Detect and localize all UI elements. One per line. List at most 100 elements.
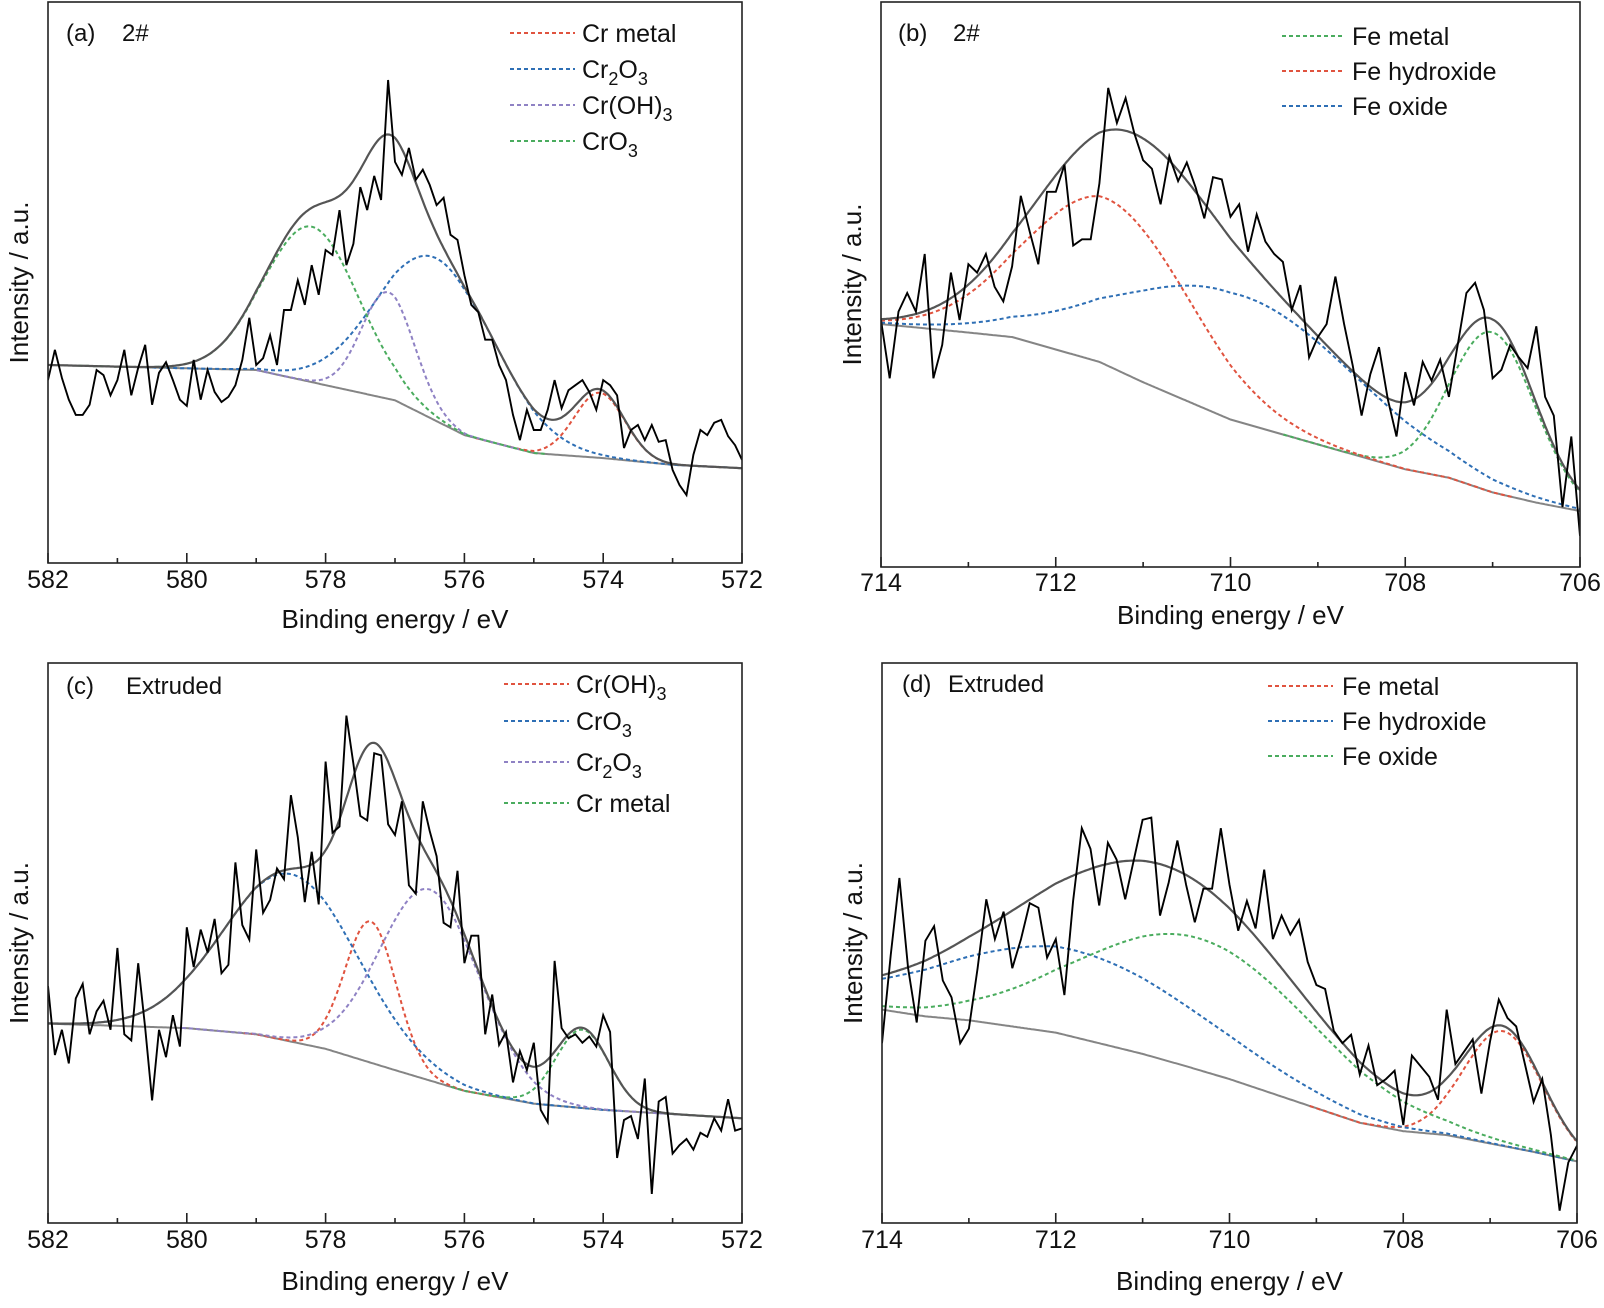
envelope-fit-line: [48, 741, 742, 1120]
x-tick-label: 578: [305, 1226, 347, 1254]
component-curve-fe-hydroxide: [882, 945, 1577, 1163]
legend-item: Cr(OH)3​: [510, 92, 673, 125]
x-axis-label: Binding energy / eV: [1116, 1266, 1344, 1296]
x-tick-label: 714: [861, 1226, 903, 1254]
panel-label: (c): [66, 673, 94, 700]
sample-label: Extruded: [948, 671, 1044, 698]
legend-label: Fe oxide: [1352, 93, 1448, 121]
x-tick-label: 710: [1210, 569, 1252, 597]
x-tick-label: 574: [582, 1226, 624, 1254]
y-axis-label: Intensity / a.u.: [838, 862, 868, 1024]
raw-spectrum-line: [882, 816, 1577, 1211]
plot-area: [48, 715, 742, 1194]
legend-item: Cr2​O3​: [510, 56, 648, 89]
legend: Cr metal Cr2​O3​Cr(OH)3​CrO3​: [510, 20, 676, 161]
legend-item: CrO3​: [510, 128, 638, 161]
plot-area: [882, 816, 1577, 1211]
legend-label: Fe oxide: [1342, 743, 1438, 771]
x-tick-label: 706: [1556, 1226, 1598, 1254]
legend-item: Cr2​O3​: [504, 749, 642, 782]
panel-c: 582 580 578 576 574 572 Binding energy / eV Int…: [4, 662, 763, 1296]
y-axis-label: Intensity / a.u.: [837, 204, 867, 366]
panel-d: 714 712 710 708 706 Binding energy / eV Intens…: [838, 662, 1598, 1296]
component-curve-cr-metal: [475, 391, 723, 469]
legend-label: Fe hydroxide: [1342, 708, 1487, 736]
plot-frame: [881, 662, 1578, 1224]
component-curve-cr-oh-3: [243, 920, 497, 1098]
panel-label: (a): [66, 20, 95, 47]
x-tick-label: 572: [721, 1226, 763, 1254]
legend-label: Cr metal: [576, 790, 670, 818]
legend-label: Cr(OH)3​: [576, 671, 667, 704]
x-tick-label: 580: [166, 566, 208, 594]
sample-label: 2#: [122, 20, 149, 47]
x-tick-label: 710: [1209, 1226, 1251, 1254]
legend-item: Fe oxide: [1282, 93, 1448, 121]
x-axis-label: Binding energy / eV: [1117, 600, 1345, 630]
legend-label: Cr2​O3​: [582, 56, 648, 89]
plot-area: [48, 79, 742, 498]
x-tick-label: 576: [444, 566, 486, 594]
legend-item: Fe hydroxide: [1282, 58, 1497, 86]
raw-spectrum-line: [48, 79, 742, 498]
x-tick-label: 580: [166, 1226, 208, 1254]
sample-label: 2#: [953, 20, 980, 47]
legend-item: Cr(OH)3​: [504, 671, 667, 704]
legend-item: Fe oxide: [1268, 743, 1438, 771]
legend-label: CrO3​: [576, 708, 632, 741]
component-curve-cr2o3: [181, 887, 678, 1116]
legend-item: CrO3​: [504, 708, 632, 741]
x-tick-label: 582: [27, 1226, 69, 1254]
x-axis-label: Binding energy / eV: [282, 604, 510, 634]
background-line: [882, 1008, 1577, 1163]
envelope-fit-line: [882, 859, 1577, 1142]
legend-label: CrO3​: [582, 128, 638, 161]
component-curve-fe-hydroxide: [881, 195, 1513, 498]
panel-b: 714 712 710 708 706 Binding energy / eV Intens…: [837, 1, 1601, 630]
legend-item: Fe metal: [1268, 673, 1439, 701]
legend: Cr(OH)3​ CrO3​ Cr2​O3​ Cr metal: [504, 671, 670, 818]
x-tick-label: 576: [444, 1226, 486, 1254]
component-curve-fe-oxide: [881, 284, 1580, 510]
component-curve-fe-metal: [1309, 1030, 1577, 1142]
legend-label: Fe metal: [1342, 673, 1439, 701]
background-line: [48, 364, 742, 470]
panel-a: 582 580 578 576 574 572 Binding energy / eV Int…: [4, 1, 763, 634]
component-curve-cr2o3: [145, 254, 729, 469]
legend-label: Cr metal: [582, 20, 676, 48]
legend-item: Cr metal: [504, 790, 670, 818]
panel-label: (b): [898, 20, 927, 47]
legend-item: Fe metal: [1282, 23, 1449, 51]
x-tick-label: 706: [1559, 569, 1601, 597]
x-tick-label: 578: [305, 566, 347, 594]
legend-label: Fe hydroxide: [1352, 58, 1497, 86]
x-tick-label: 574: [582, 566, 624, 594]
x-tick-label: 708: [1384, 569, 1426, 597]
x-tick-label: 712: [1035, 569, 1077, 597]
legend: Fe metal Fe hydroxide Fe oxide: [1268, 673, 1487, 771]
component-curve-cro3: [78, 225, 546, 455]
y-axis-label: Intensity / a.u.: [4, 202, 34, 364]
y-axis-label: Intensity / a.u.: [4, 862, 34, 1024]
legend-label: Cr(OH)3​: [582, 92, 673, 125]
legend: Fe metal Fe hydroxide Fe oxide: [1282, 23, 1497, 121]
envelope-fit-line: [881, 128, 1580, 491]
envelope-fit-line: [48, 133, 742, 470]
x-tick-label: 582: [27, 566, 69, 594]
legend-label: Cr2​O3​: [576, 749, 642, 782]
legend-label: Fe metal: [1352, 23, 1449, 51]
component-curve-fe-oxide: [882, 933, 1577, 1162]
x-tick-label: 572: [721, 566, 763, 594]
panel-label: (d): [902, 671, 931, 698]
background-line: [881, 323, 1580, 513]
raw-spectrum-line: [48, 715, 742, 1194]
component-curve-cr-metal: [450, 1028, 714, 1118]
component-curve-fe-metal: [1283, 330, 1580, 492]
x-axis-label: Binding energy / eV: [282, 1266, 510, 1296]
raw-spectrum-line: [881, 87, 1580, 536]
legend-item: Cr metal: [510, 20, 676, 48]
legend-item: Fe hydroxide: [1268, 708, 1487, 736]
plot-area: [881, 87, 1580, 536]
x-tick-label: 708: [1382, 1226, 1424, 1254]
